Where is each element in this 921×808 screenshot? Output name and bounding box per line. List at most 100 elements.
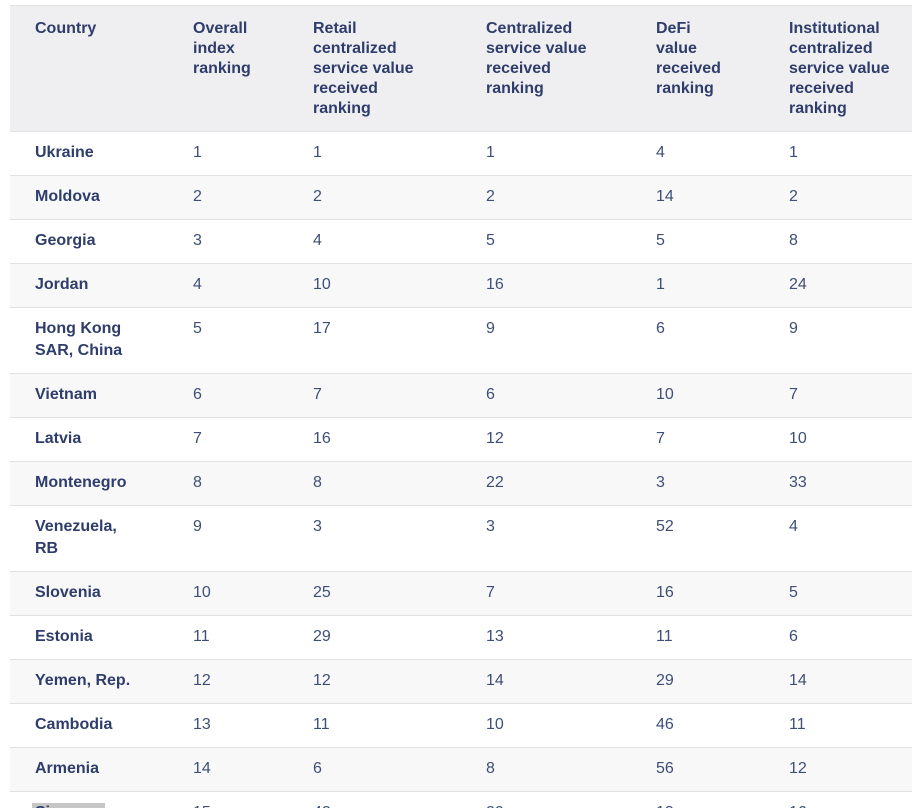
rank-cell: 11 bbox=[656, 628, 673, 645]
rank-cell: 9 bbox=[486, 320, 495, 337]
country-cell: Cambodia bbox=[35, 716, 113, 733]
rank-cell: 10 bbox=[313, 276, 331, 293]
header-row: Country Overall index ranking Retail centr… bbox=[10, 5, 912, 132]
table-row: Georgia 3 4 5 5 8 bbox=[10, 219, 912, 264]
rank-cell: 46 bbox=[656, 716, 674, 733]
rank-cell: 42 bbox=[288, 792, 461, 808]
rank-cell: 7 bbox=[313, 386, 322, 403]
table-row: Venezuela, RB 9 3 3 52 4 bbox=[10, 505, 912, 572]
rank-cell: 7 bbox=[656, 430, 665, 447]
rankings-table-container: Country Overall index ranking Retail centr… bbox=[10, 5, 912, 808]
table-row: Hong Kong SAR, China 5 17 9 6 9 bbox=[10, 307, 912, 374]
table-row: Armenia 14 6 8 56 12 bbox=[10, 747, 912, 792]
country-cell: Singapore bbox=[10, 792, 168, 808]
rank-cell: 4 bbox=[313, 232, 322, 249]
column-header: Overall index ranking bbox=[193, 20, 251, 77]
table-row: Moldova 2 2 2 14 2 bbox=[10, 175, 912, 220]
rank-cell: 3 bbox=[486, 518, 495, 535]
rank-cell: 10 bbox=[789, 430, 807, 447]
country-cell: Slovenia bbox=[35, 584, 101, 601]
rank-cell: 9 bbox=[789, 320, 798, 337]
rank-cell: 13 bbox=[193, 716, 211, 733]
rank-cell: 11 bbox=[789, 716, 806, 733]
rank-cell: 15 bbox=[168, 792, 288, 808]
rank-cell: 10 bbox=[486, 716, 504, 733]
country-cell: Georgia bbox=[35, 232, 96, 249]
country-cell: Montenegro bbox=[35, 474, 127, 491]
column-header: DeFi value received ranking bbox=[656, 20, 721, 97]
table-row: Estonia 11 29 13 11 6 bbox=[10, 615, 912, 660]
rank-cell: 11 bbox=[313, 716, 330, 733]
country-cell: Yemen, Rep. bbox=[35, 672, 131, 689]
rank-cell: 1 bbox=[313, 144, 322, 161]
rank-cell: 52 bbox=[656, 518, 674, 535]
rank-cell: 17 bbox=[313, 320, 331, 337]
table-row: Slovenia 10 25 7 16 5 bbox=[10, 571, 912, 616]
rank-cell: 2 bbox=[193, 188, 202, 205]
rank-cell: 29 bbox=[313, 628, 331, 645]
rank-cell: 11 bbox=[193, 628, 210, 645]
rank-cell: 3 bbox=[193, 232, 202, 249]
rank-cell: 2 bbox=[486, 188, 495, 205]
rank-cell: 4 bbox=[789, 518, 798, 535]
rank-cell: 7 bbox=[789, 386, 798, 403]
rank-cell: 13 bbox=[631, 792, 764, 808]
rank-cell: 12 bbox=[313, 672, 331, 689]
rank-cell: 1 bbox=[486, 144, 495, 161]
table-row: Vietnam 6 7 6 10 7 bbox=[10, 373, 912, 418]
rank-cell: 16 bbox=[313, 430, 331, 447]
rank-cell: 33 bbox=[789, 474, 807, 491]
table-row: Jordan 4 10 16 1 24 bbox=[10, 263, 912, 308]
rank-cell: 12 bbox=[486, 430, 504, 447]
country-cell: Hong Kong SAR, China bbox=[35, 320, 123, 359]
rank-cell: 7 bbox=[193, 430, 202, 447]
rank-cell: 12 bbox=[193, 672, 211, 689]
rank-cell: 4 bbox=[656, 144, 665, 161]
rank-cell: 6 bbox=[313, 760, 322, 777]
rank-cell: 16 bbox=[656, 584, 674, 601]
column-header: Institutional centralized service value … bbox=[789, 20, 890, 117]
rank-cell: 5 bbox=[789, 584, 798, 601]
rank-cell: 4 bbox=[193, 276, 202, 293]
rank-cell: 6 bbox=[486, 386, 495, 403]
rank-cell: 6 bbox=[193, 386, 202, 403]
rank-cell: 14 bbox=[656, 188, 674, 205]
table-row: Montenegro 8 8 22 3 33 bbox=[10, 461, 912, 506]
rank-cell: 14 bbox=[193, 760, 211, 777]
rank-cell: 5 bbox=[486, 232, 495, 249]
rank-cell: 16 bbox=[764, 792, 912, 808]
rank-cell: 8 bbox=[313, 474, 322, 491]
rank-cell: 5 bbox=[656, 232, 665, 249]
country-cell: Venezuela, RB bbox=[35, 518, 117, 557]
rank-cell: 8 bbox=[486, 760, 495, 777]
rank-cell: 8 bbox=[789, 232, 798, 249]
rank-cell: 6 bbox=[789, 628, 798, 645]
country-cell: Moldova bbox=[35, 188, 100, 205]
table-row: Yemen, Rep. 12 12 14 29 14 bbox=[10, 659, 912, 704]
rank-cell: 10 bbox=[656, 386, 674, 403]
table-header: Country Overall index ranking Retail centr… bbox=[10, 5, 912, 132]
rank-cell: 3 bbox=[656, 474, 665, 491]
country-cell: Armenia bbox=[35, 760, 100, 777]
table-row: Ukraine 1 1 1 4 1 bbox=[10, 131, 912, 176]
rank-cell: 22 bbox=[486, 474, 504, 491]
country-cell: Vietnam bbox=[35, 386, 97, 403]
table-row: Cambodia 13 11 10 46 11 bbox=[10, 703, 912, 748]
rank-cell: 8 bbox=[193, 474, 202, 491]
column-header: Retail centralized service value receive… bbox=[313, 20, 414, 117]
rank-cell: 10 bbox=[193, 584, 211, 601]
rank-cell: 12 bbox=[789, 760, 807, 777]
rank-cell: 29 bbox=[656, 672, 674, 689]
rank-cell: 1 bbox=[193, 144, 202, 161]
country-cell: Estonia bbox=[35, 628, 93, 645]
table-row: Singapore1542201316 bbox=[10, 791, 912, 808]
rank-cell: 9 bbox=[193, 518, 202, 535]
column-header: Country bbox=[35, 20, 97, 37]
rank-cell: 24 bbox=[789, 276, 807, 293]
table-row: Latvia 7 16 12 7 10 bbox=[10, 417, 912, 462]
rank-cell: 5 bbox=[193, 320, 202, 337]
rank-cell: 20 bbox=[461, 792, 631, 808]
country-cell: Ukraine bbox=[35, 144, 94, 161]
rankings-table: Country Overall index ranking Retail centr… bbox=[10, 5, 912, 808]
country-cell: Latvia bbox=[35, 430, 82, 447]
